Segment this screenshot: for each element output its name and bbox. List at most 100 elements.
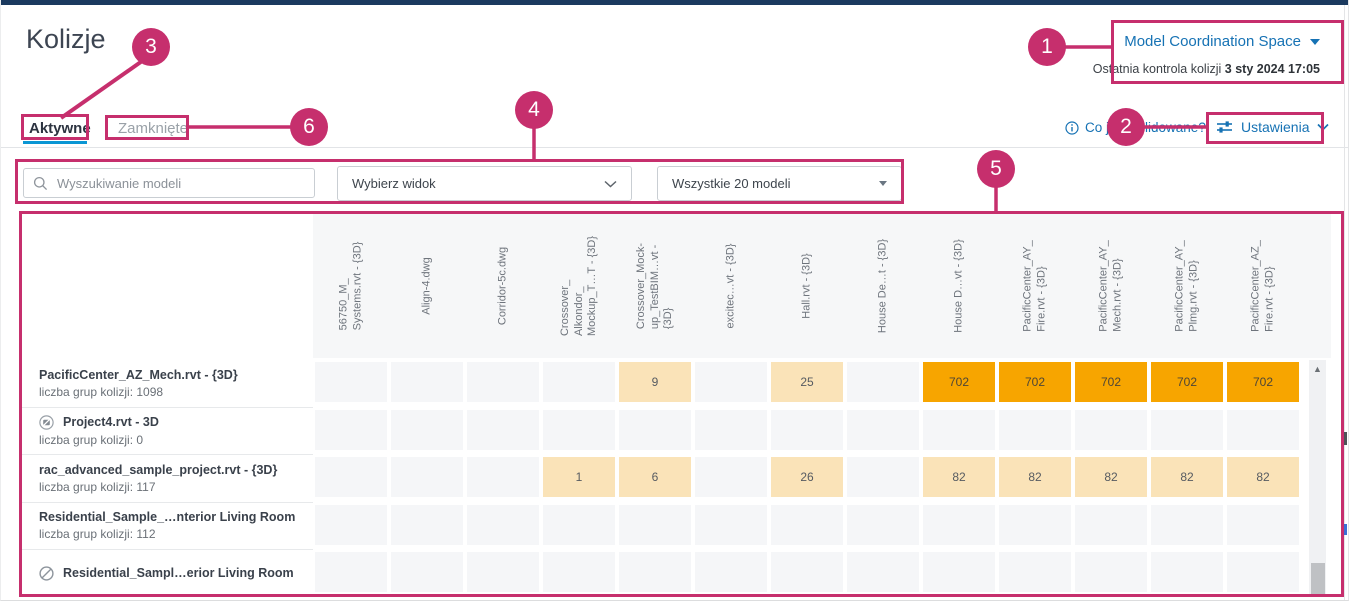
matrix-cell[interactable]: [695, 504, 767, 545]
matrix-cell[interactable]: [315, 504, 387, 545]
matrix-column-header[interactable]: PacificCenter_AY_ Plmg.rvt - {3D}: [1149, 214, 1225, 358]
matrix-column-header[interactable]: House D…vt - {3D}: [921, 214, 997, 358]
matrix-column-header[interactable]: PacificCenter_AZ_ Fire.rvt - {3D}: [1225, 214, 1301, 358]
matrix-cell[interactable]: [315, 362, 387, 402]
matrix-cell[interactable]: [771, 409, 843, 450]
settings-button[interactable]: Ustawienia: [1216, 119, 1330, 135]
matrix-cell[interactable]: [695, 409, 767, 450]
matrix-column-header[interactable]: Corridor-5c.dwg: [465, 214, 541, 358]
tab-closed[interactable]: Zamknięte: [118, 120, 189, 137]
matrix-cell[interactable]: [1075, 552, 1147, 592]
matrix-cell[interactable]: [543, 552, 615, 592]
clash-group-count: liczba grup kolizji: 0: [39, 432, 144, 447]
matrix-column-header[interactable]: Crossover_ Alkondor_ Mockup_T…T - {3D}: [541, 214, 617, 358]
matrix-cell[interactable]: [543, 362, 615, 402]
matrix-cell[interactable]: 26: [771, 457, 843, 497]
matrix-cell[interactable]: [391, 409, 463, 450]
matrix-cell[interactable]: [467, 504, 539, 545]
matrix-cell[interactable]: [543, 504, 615, 545]
matrix-cell[interactable]: 9: [619, 362, 691, 402]
sliders-icon: [1217, 121, 1232, 133]
matrix-cell[interactable]: [695, 362, 767, 402]
matrix-cell[interactable]: [391, 457, 463, 497]
matrix-cell[interactable]: 702: [999, 362, 1071, 402]
matrix-column-header[interactable]: Hall.rvt - {3D}: [769, 214, 845, 358]
scroll-up-arrow-icon[interactable]: ▲: [1313, 364, 1322, 374]
matrix-cell[interactable]: [467, 409, 539, 450]
matrix-column-header[interactable]: PacificCenter_AY_ Fire.rvt - {3D}: [997, 214, 1073, 358]
matrix-row-label[interactable]: PacificCenter_AZ_Mech.rvt - {3D} liczba g…: [22, 360, 313, 408]
matrix-cell[interactable]: [923, 409, 995, 450]
matrix-column-header[interactable]: Crossover_Mock- up_TestBIM…vt - {3D}: [617, 214, 693, 358]
matrix-cell[interactable]: [923, 504, 995, 545]
matrix-cell[interactable]: [999, 409, 1071, 450]
matrix-cell[interactable]: [391, 504, 463, 545]
matrix-column-header-label: excitec…vt - {3D}: [724, 243, 737, 329]
matrix-cell[interactable]: 702: [1227, 362, 1299, 402]
matrix-cell[interactable]: [1227, 409, 1299, 450]
matrix-cell[interactable]: 1: [543, 457, 615, 497]
matrix-column-header[interactable]: House De…t - {3D}: [845, 214, 921, 358]
matrix-row-label[interactable]: Residential_Sampl…erior Living Room: [22, 550, 313, 594]
matrix-cell[interactable]: [467, 457, 539, 497]
clash-group-count: liczba grup kolizji: 1098: [39, 384, 164, 399]
matrix-rows: PacificCenter_AZ_Mech.rvt - {3D} liczba g…: [22, 360, 1341, 594]
matrix-column-header[interactable]: 56750_M_ Systems.rvt - {3D}: [313, 214, 389, 358]
matrix-cell[interactable]: [543, 409, 615, 450]
matrix-cell[interactable]: [619, 552, 691, 592]
matrix-cell[interactable]: [315, 457, 387, 497]
matrix-cell[interactable]: [1151, 409, 1223, 450]
matrix-cell[interactable]: 82: [1075, 457, 1147, 497]
models-filter-dropdown[interactable]: Wszystkie 20 modeli: [657, 166, 902, 201]
matrix-cell[interactable]: [315, 409, 387, 450]
matrix-vertical-scrollbar[interactable]: ▲: [1309, 360, 1326, 594]
matrix-cell[interactable]: 82: [999, 457, 1071, 497]
matrix-cell[interactable]: [1227, 504, 1299, 545]
matrix-cell[interactable]: [619, 409, 691, 450]
matrix-cell[interactable]: 702: [1075, 362, 1147, 402]
matrix-cell[interactable]: [619, 504, 691, 545]
matrix-cell[interactable]: [1151, 552, 1223, 592]
matrix-cell[interactable]: [391, 552, 463, 592]
view-select-dropdown[interactable]: Wybierz widok: [337, 166, 632, 201]
matrix-cell[interactable]: [847, 504, 919, 545]
matrix-cell[interactable]: [847, 457, 919, 497]
matrix-cell[interactable]: 25: [771, 362, 843, 402]
table-row: rac_advanced_sample_project.rvt - {3D} li…: [22, 455, 1341, 503]
matrix-cell[interactable]: [467, 362, 539, 402]
matrix-cell[interactable]: [1151, 504, 1223, 545]
matrix-cell[interactable]: [695, 457, 767, 497]
matrix-cell[interactable]: [1227, 552, 1299, 592]
matrix-cell[interactable]: [1075, 504, 1147, 545]
matrix-column-header[interactable]: PacificCenter_AY_ Mech.rvt - {3D}: [1073, 214, 1149, 358]
matrix-cell[interactable]: 82: [923, 457, 995, 497]
matrix-cell[interactable]: 82: [1151, 457, 1223, 497]
matrix-cell[interactable]: 702: [923, 362, 995, 402]
model-search-field[interactable]: [23, 168, 315, 198]
tab-active[interactable]: Aktywne: [29, 120, 91, 137]
matrix-cell[interactable]: [391, 362, 463, 402]
matrix-cell[interactable]: [847, 362, 919, 402]
scrollbar-thumb[interactable]: [1310, 563, 1325, 594]
matrix-cell[interactable]: [771, 552, 843, 592]
matrix-cell[interactable]: [847, 552, 919, 592]
matrix-cell[interactable]: [999, 504, 1071, 545]
matrix-cell[interactable]: [923, 552, 995, 592]
matrix-cell[interactable]: 82: [1227, 457, 1299, 497]
matrix-cell[interactable]: [315, 552, 387, 592]
matrix-cell[interactable]: [771, 504, 843, 545]
matrix-cell[interactable]: [695, 552, 767, 592]
matrix-cell[interactable]: [1075, 409, 1147, 450]
matrix-cell[interactable]: [847, 409, 919, 450]
matrix-row-label[interactable]: Project4.rvt - 3D liczba grup kolizji: 0: [22, 407, 313, 455]
matrix-column-header[interactable]: Align-4.dwg: [389, 214, 465, 358]
matrix-cell[interactable]: 702: [1151, 362, 1223, 402]
matrix-cell[interactable]: 6: [619, 457, 691, 497]
matrix-row-label[interactable]: rac_advanced_sample_project.rvt - {3D} li…: [22, 455, 313, 503]
matrix-column-header[interactable]: excitec…vt - {3D}: [693, 214, 769, 358]
matrix-row-label[interactable]: Residential_Sample_…nterior Living Room l…: [22, 502, 313, 550]
matrix-cell[interactable]: [999, 552, 1071, 592]
search-input[interactable]: [55, 174, 305, 192]
matrix-cell[interactable]: [467, 552, 539, 592]
space-selector-dropdown[interactable]: Model Coordination Space: [1124, 33, 1320, 50]
